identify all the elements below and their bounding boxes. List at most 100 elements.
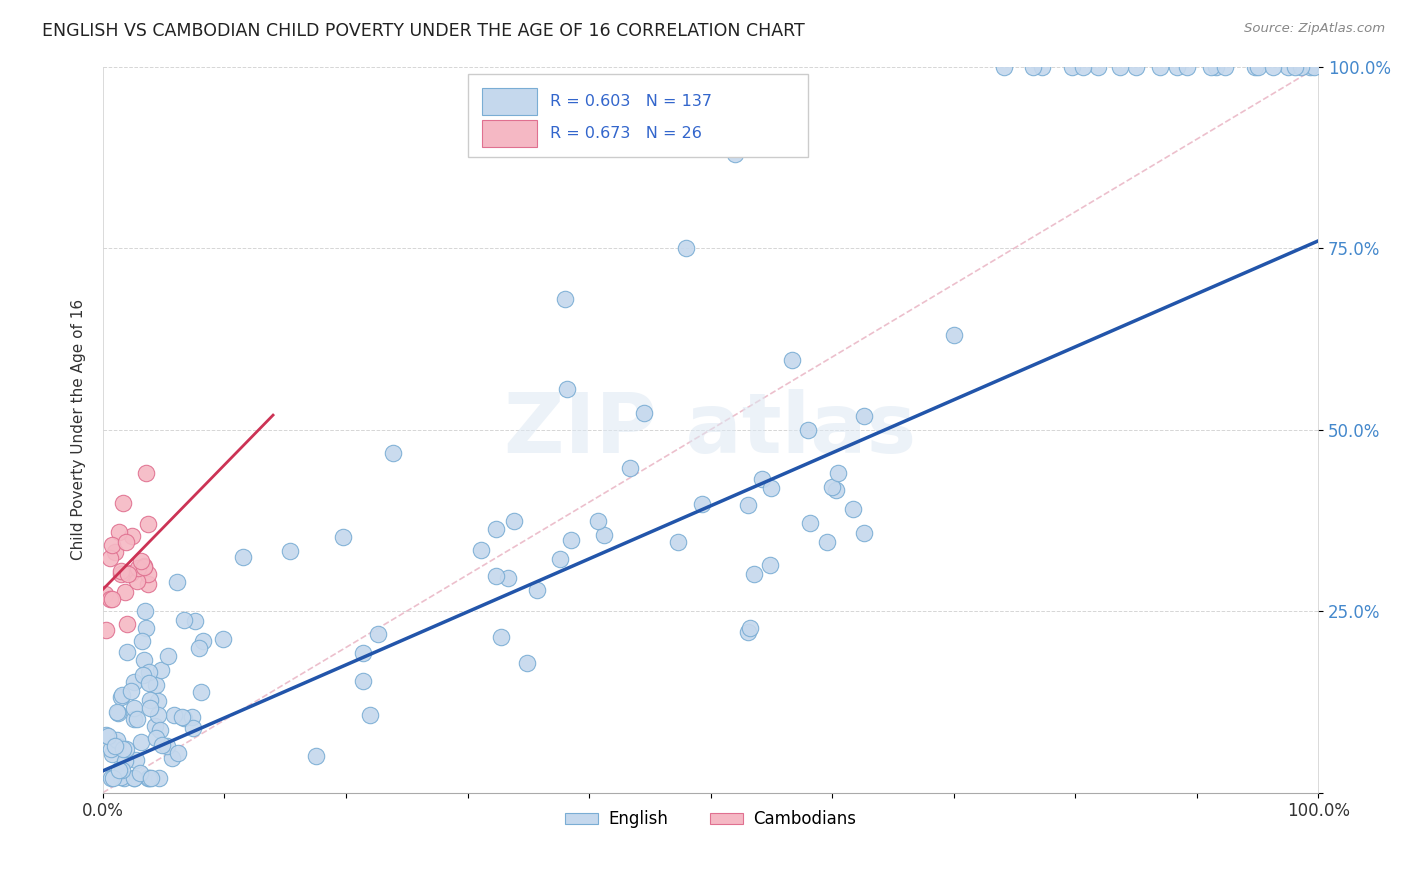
- Point: [1022, 60, 1045, 74]
- Point: [120, 566, 142, 580]
- Point: [853, 409, 876, 423]
- Point: [173, 711, 195, 725]
- Point: [103, 545, 125, 559]
- Point: [184, 614, 207, 628]
- Point: [1298, 60, 1320, 74]
- Text: R = 0.603   N = 137: R = 0.603 N = 137: [550, 94, 713, 109]
- Point: [586, 514, 609, 528]
- Point: [107, 739, 129, 753]
- Point: [135, 621, 157, 635]
- Point: [191, 634, 214, 648]
- Point: [555, 382, 578, 396]
- Point: [107, 706, 129, 720]
- Point: [132, 560, 155, 574]
- Point: [1213, 60, 1236, 74]
- Point: [1244, 60, 1267, 74]
- Point: [135, 466, 157, 480]
- Point: [141, 771, 163, 785]
- Point: [138, 771, 160, 785]
- Point: [797, 423, 820, 437]
- Point: [162, 751, 184, 765]
- Point: [724, 146, 747, 161]
- Point: [138, 771, 160, 785]
- Point: [107, 524, 129, 539]
- Point: [111, 763, 134, 777]
- Point: [129, 735, 152, 749]
- Point: [1302, 60, 1324, 74]
- Point: [100, 742, 122, 756]
- Point: [98, 551, 121, 566]
- Point: [1205, 60, 1227, 74]
- Point: [149, 723, 172, 738]
- Point: [1062, 60, 1084, 74]
- Point: [633, 406, 655, 420]
- Point: [852, 526, 875, 541]
- Point: [112, 771, 135, 785]
- Point: [1261, 60, 1284, 74]
- Point: [181, 721, 204, 735]
- Point: [761, 481, 783, 495]
- Point: [125, 574, 148, 589]
- Point: [94, 587, 117, 601]
- Legend: English, Cambodians: English, Cambodians: [558, 804, 863, 835]
- FancyBboxPatch shape: [482, 120, 537, 147]
- Point: [1284, 60, 1306, 74]
- Point: [742, 567, 765, 582]
- Point: [619, 461, 641, 475]
- Point: [124, 753, 146, 767]
- Point: [470, 542, 492, 557]
- Point: [134, 559, 156, 574]
- Point: [129, 765, 152, 780]
- Point: [110, 564, 132, 578]
- Point: [138, 676, 160, 690]
- Point: [1125, 60, 1147, 74]
- Point: [738, 621, 761, 635]
- Point: [146, 708, 169, 723]
- Point: [157, 649, 180, 664]
- Point: [107, 732, 129, 747]
- Point: [101, 747, 124, 761]
- Point: [187, 640, 209, 655]
- Point: [485, 568, 508, 582]
- Point: [352, 646, 374, 660]
- Point: [139, 701, 162, 715]
- Point: [942, 328, 965, 343]
- Point: [815, 534, 838, 549]
- Point: [1109, 60, 1132, 74]
- Point: [170, 710, 193, 724]
- Text: ENGLISH VS CAMBODIAN CHILD POVERTY UNDER THE AGE OF 16 CORRELATION CHART: ENGLISH VS CAMBODIAN CHILD POVERTY UNDER…: [42, 22, 804, 40]
- Text: ZIP atlas: ZIP atlas: [505, 389, 917, 470]
- Point: [122, 700, 145, 714]
- Point: [117, 644, 139, 658]
- Point: [112, 741, 135, 756]
- Point: [114, 585, 136, 599]
- Point: [737, 498, 759, 512]
- Point: [675, 241, 697, 255]
- Point: [1149, 60, 1171, 74]
- Point: [166, 746, 188, 760]
- Point: [121, 684, 143, 698]
- Point: [515, 657, 537, 671]
- Point: [759, 558, 782, 572]
- Point: [145, 678, 167, 692]
- Point: [150, 664, 173, 678]
- Point: [124, 771, 146, 785]
- Point: [593, 527, 616, 541]
- Point: [101, 538, 124, 552]
- Point: [278, 544, 301, 558]
- Point: [117, 567, 139, 582]
- Point: [110, 566, 132, 581]
- Point: [131, 633, 153, 648]
- Point: [139, 692, 162, 706]
- Point: [110, 770, 132, 784]
- Point: [1031, 60, 1053, 74]
- Point: [190, 685, 212, 699]
- Point: [799, 516, 821, 530]
- Point: [136, 576, 159, 591]
- Point: [97, 729, 120, 743]
- Point: [100, 771, 122, 785]
- Point: [825, 483, 848, 498]
- Point: [96, 728, 118, 742]
- Point: [841, 502, 863, 516]
- Point: [212, 632, 235, 646]
